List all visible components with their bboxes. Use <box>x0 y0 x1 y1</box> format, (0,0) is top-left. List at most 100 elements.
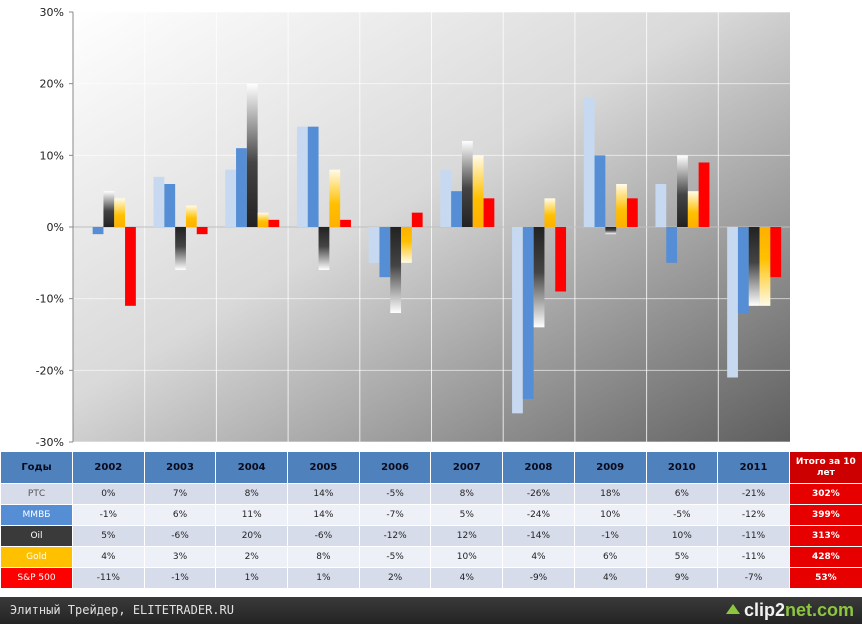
bar-ммвб-2003 <box>164 184 176 227</box>
bar-s-p-500-2007 <box>483 198 495 227</box>
bar-oil-2007 <box>461 141 473 227</box>
bar-ммвб-2009 <box>594 155 606 227</box>
table-cell: 4% <box>430 567 504 589</box>
table-header-year: 2006 <box>358 451 432 484</box>
bar-s-p-500-2003 <box>196 227 208 235</box>
footer-caption: Элитный Трейдер, ELITETRADER.RU <box>10 603 234 617</box>
table-row: Gold 4% 3% 2% 8% -5% 10% 4% 6% 5% -11% 428% <box>0 546 862 568</box>
bar-s-p-500-2010 <box>698 162 710 227</box>
bar-s-p-500-2002 <box>125 227 136 306</box>
table-body: РТС 0% 7% 8% 14% -5% 8% -26% 18% 6% -21% 302% ММВБ -1… <box>0 483 862 589</box>
table-cell: 8% <box>215 483 289 505</box>
total-cell: 53% <box>788 567 862 589</box>
table-cell: -9% <box>502 567 575 589</box>
table-cell: -7% <box>358 504 432 526</box>
bar-oil-2006 <box>390 227 402 313</box>
bar-ммвб-2004 <box>236 148 247 227</box>
table-cell: 10% <box>573 504 647 526</box>
table-row: Oil 5% -6% 20% -6% -12% 12% -14% -1% 10% -11% 313% <box>0 525 862 547</box>
table-cell: 6% <box>645 483 719 505</box>
table-cell: -6% <box>143 525 217 547</box>
bar-ртс-2010 <box>655 184 667 227</box>
y-tick-label: 10% <box>40 149 64 162</box>
bar-ртс-2004 <box>225 169 237 227</box>
table-cell: 6% <box>573 546 647 568</box>
y-tick-label: 20% <box>40 78 64 91</box>
table-cell: -12% <box>717 504 790 526</box>
table-header-year: 2010 <box>645 451 719 484</box>
bar-ммвб-2006 <box>379 227 391 278</box>
bar-oil-2004 <box>246 83 258 228</box>
data-table: Годы 2002 2003 2004 2005 2006 2007 2008 2009 201… <box>0 451 862 589</box>
upload-arrow-icon <box>725 604 740 614</box>
table-header-year: 2011 <box>717 451 790 484</box>
table-header-year: 2003 <box>143 451 217 484</box>
table-cell: -26% <box>502 483 575 505</box>
table-row: ММВБ -1% 6% 11% 14% -7% 5% -24% 10% -5% -12% 399% <box>0 504 862 526</box>
table-cell: 5% <box>72 525 145 547</box>
bar-oil-2005 <box>318 227 330 270</box>
table-cell: 7% <box>143 483 217 505</box>
logo-text-part2: net.com <box>784 599 854 620</box>
table-cell: 10% <box>645 525 719 547</box>
table-cell: -5% <box>358 483 432 505</box>
clip2net-logo[interactable]: clip2 net.com <box>725 599 854 621</box>
total-cell: 302% <box>788 483 862 505</box>
table-cell: -6% <box>287 525 360 547</box>
table-cell: -24% <box>502 504 575 526</box>
bar-gold-2005 <box>329 169 341 227</box>
row-label: Oil <box>0 525 73 547</box>
bar-gold-2011 <box>759 227 771 306</box>
footer-bar: Элитный Трейдер, ELITETRADER.RU clip2 ne… <box>0 597 862 624</box>
bar-ммвб-2008 <box>522 227 534 399</box>
bar-s-p-500-2009 <box>626 198 638 227</box>
total-cell: 399% <box>788 504 862 526</box>
table-cell: 2% <box>215 546 289 568</box>
bar-ммвб-2007 <box>451 191 462 227</box>
bars <box>92 83 782 414</box>
table-cell: -11% <box>717 546 790 568</box>
table-cell: -1% <box>72 504 145 526</box>
table-cell: -5% <box>358 546 432 568</box>
y-tick-label: -10% <box>36 293 64 306</box>
y-tick-label: -20% <box>36 364 64 377</box>
bar-gold-2003 <box>185 205 197 227</box>
table-row: РТС 0% 7% 8% 14% -5% 8% -26% 18% 6% -21% 302% <box>0 483 862 505</box>
bar-gold-2006 <box>401 227 412 263</box>
row-label: ММВБ <box>0 504 73 526</box>
table-cell: 8% <box>430 483 504 505</box>
table-cell: 4% <box>502 546 575 568</box>
table-cell: 18% <box>573 483 647 505</box>
bar-ртс-2009 <box>583 98 595 227</box>
bar-oil-2011 <box>748 227 760 306</box>
table-cell: -21% <box>717 483 790 505</box>
table-cell: 2% <box>358 567 432 589</box>
row-label: Gold <box>0 546 73 568</box>
table-header-row: Годы 2002 2003 2004 2005 2006 2007 2008 2009 201… <box>0 451 862 484</box>
table-cell: 14% <box>287 483 360 505</box>
bar-ммвб-2005 <box>307 126 319 227</box>
bar-gold-2007 <box>472 155 484 227</box>
y-tick-label: 30% <box>40 6 64 19</box>
logo-text-part1: clip2 <box>743 599 785 620</box>
bar-oil-2008 <box>533 227 545 328</box>
bar-ртс-2003 <box>153 176 165 227</box>
bar-ртс-2005 <box>296 126 308 227</box>
bar-ммвб-2002 <box>92 227 104 235</box>
bar-gold-2010 <box>687 191 699 227</box>
table-cell: 9% <box>645 567 719 589</box>
bar-gold-2008 <box>544 198 556 227</box>
row-label: S&P 500 <box>0 567 73 589</box>
table-cell: 1% <box>215 567 289 589</box>
y-axis: -30% -20% -10% 0% 10% 20% 30% <box>36 6 74 449</box>
table-cell: 6% <box>143 504 217 526</box>
table-header-label: Годы <box>0 451 73 484</box>
table-cell: -12% <box>358 525 432 547</box>
bar-s-p-500-2006 <box>411 212 423 227</box>
table-cell: 10% <box>430 546 504 568</box>
bar-ртс-2011 <box>727 227 738 378</box>
grid-lines <box>73 11 790 443</box>
table-cell: 4% <box>573 567 647 589</box>
row-label: РТС <box>0 483 73 505</box>
bar-ртс-2006 <box>368 227 380 263</box>
